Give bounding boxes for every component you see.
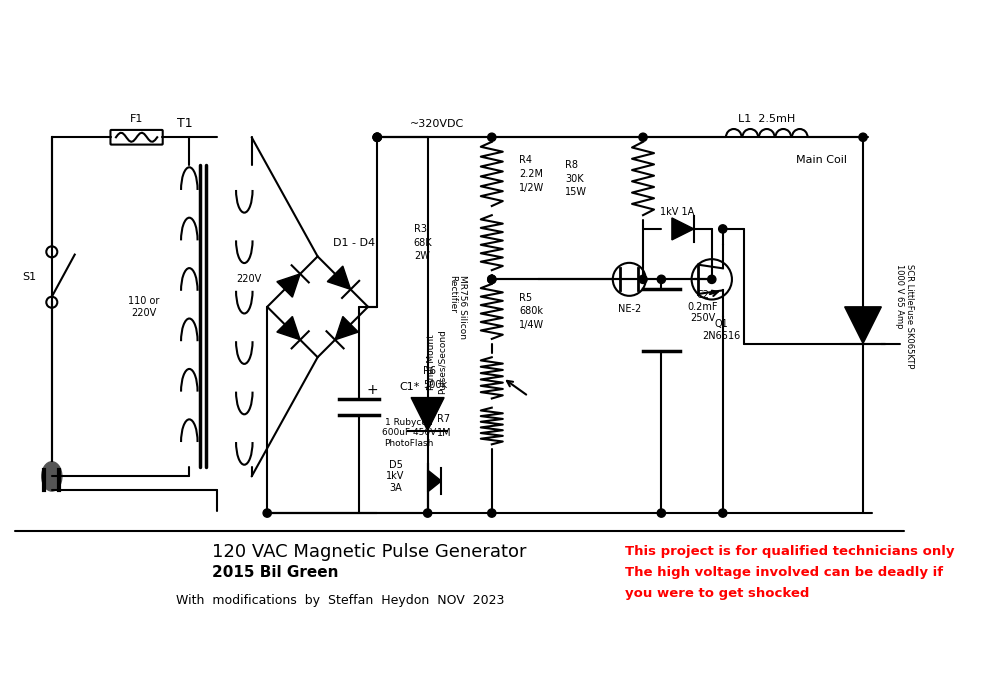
Polygon shape: [845, 307, 881, 343]
Polygon shape: [277, 274, 300, 297]
Polygon shape: [335, 316, 358, 340]
Text: 1M: 1M: [437, 428, 451, 438]
Circle shape: [373, 133, 381, 142]
Text: Main Coil: Main Coil: [796, 155, 847, 165]
Circle shape: [488, 275, 496, 283]
Ellipse shape: [42, 462, 62, 491]
Polygon shape: [411, 398, 444, 431]
Text: NE-2: NE-2: [618, 304, 641, 313]
Circle shape: [263, 509, 271, 517]
Circle shape: [488, 275, 496, 283]
Text: 2.2M: 2.2M: [519, 169, 543, 179]
Text: 68K: 68K: [414, 238, 432, 248]
Text: 1kV 1A: 1kV 1A: [660, 207, 695, 217]
Circle shape: [423, 509, 432, 517]
Circle shape: [488, 509, 496, 517]
Text: SCR LittleFuse SK065KTP
1000 V 65 Amp: SCR LittleFuse SK065KTP 1000 V 65 Amp: [895, 264, 914, 368]
Text: +: +: [367, 383, 378, 396]
Text: This project is for qualified technicians only: This project is for qualified technician…: [625, 545, 954, 558]
Circle shape: [373, 133, 381, 142]
Text: R3: R3: [414, 224, 427, 234]
Text: L1  2.5mH: L1 2.5mH: [738, 114, 795, 124]
Text: R5: R5: [519, 292, 532, 303]
Text: F1: F1: [130, 114, 143, 124]
Text: R4: R4: [519, 155, 532, 165]
Circle shape: [719, 225, 727, 233]
Text: 500k: 500k: [423, 380, 447, 389]
Text: 30K: 30K: [565, 174, 584, 184]
Text: you were to get shocked: you were to get shocked: [625, 587, 809, 600]
Text: 1/4W: 1/4W: [519, 320, 544, 330]
Text: 120 VAC Magnetic Pulse Generator: 120 VAC Magnetic Pulse Generator: [212, 542, 527, 560]
Text: 1 Rubycon
600uF 450V
PhotoFlash: 1 Rubycon 600uF 450V PhotoFlash: [382, 418, 436, 448]
Text: With  modifications  by  Steffan  Heydon  NOV  2023: With modifications by Steffan Heydon NOV…: [176, 594, 504, 607]
Text: R7: R7: [437, 414, 450, 424]
Circle shape: [708, 275, 716, 283]
Text: Panel Mount
Pulses/Second: Panel Mount Pulses/Second: [427, 329, 446, 394]
Text: 15W: 15W: [565, 187, 587, 198]
Circle shape: [859, 133, 867, 142]
Text: R8: R8: [565, 160, 578, 170]
Text: D1 - D4: D1 - D4: [333, 238, 375, 248]
Text: 2015 Bil Green: 2015 Bil Green: [212, 565, 339, 580]
Text: R6: R6: [423, 366, 436, 376]
Text: 1/2W: 1/2W: [519, 183, 545, 193]
Text: 2W: 2W: [414, 251, 430, 262]
Text: MR756 Silicon
Rectifier: MR756 Silicon Rectifier: [448, 275, 467, 339]
Polygon shape: [428, 470, 441, 492]
Text: T1: T1: [177, 117, 193, 130]
Text: 110 or
220V: 110 or 220V: [128, 296, 159, 318]
Polygon shape: [672, 218, 694, 240]
Circle shape: [657, 275, 665, 283]
Circle shape: [657, 509, 665, 517]
Text: 680k: 680k: [519, 306, 543, 316]
Text: Q1
2N6516: Q1 2N6516: [702, 319, 740, 341]
Circle shape: [639, 133, 647, 142]
Text: The high voltage involved can be deadly if: The high voltage involved can be deadly …: [625, 566, 943, 579]
Text: ~320VDC: ~320VDC: [410, 119, 464, 128]
Circle shape: [639, 275, 647, 283]
Polygon shape: [327, 266, 351, 290]
Text: C1*: C1*: [399, 382, 419, 392]
Text: C2
0.2mF
250V: C2 0.2mF 250V: [687, 290, 718, 323]
Circle shape: [719, 509, 727, 517]
Polygon shape: [277, 316, 300, 340]
Text: 220V: 220V: [236, 274, 262, 284]
Circle shape: [488, 133, 496, 142]
Text: D5
1kV
3A: D5 1kV 3A: [386, 460, 405, 493]
Text: S1: S1: [22, 272, 36, 282]
Circle shape: [373, 133, 381, 142]
